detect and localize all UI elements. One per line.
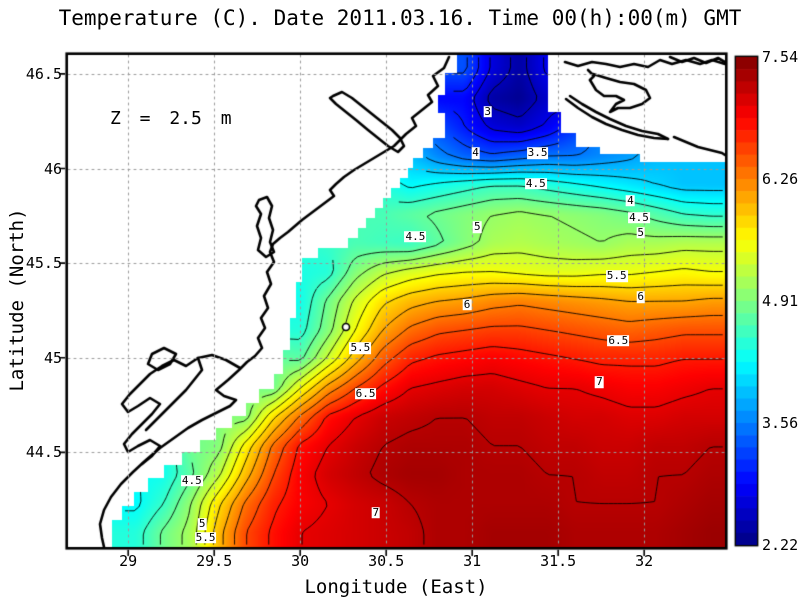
colorbar-tick-label: 6.26 <box>762 170 799 188</box>
colorbar-tick-label: 7.54 <box>762 48 799 66</box>
x-tick-label: 31.5 <box>540 552 577 570</box>
x-tick-label: 30 <box>291 552 310 570</box>
x-axis-label: Longitude (East) <box>304 576 488 598</box>
y-tick-label: 45 <box>43 348 62 367</box>
colorbar-tick-label: 3.56 <box>762 414 799 432</box>
contour-label: 7 <box>371 506 381 520</box>
contour-label: 4 <box>471 146 480 160</box>
contour-label: 7 <box>595 375 604 389</box>
contour-label: 4.5 <box>524 176 547 190</box>
contour-label: 3 <box>483 104 492 118</box>
y-tick-label: 46.5 <box>25 64 62 83</box>
contour-label: 5 <box>473 220 482 234</box>
x-tick-label: 32 <box>635 552 654 570</box>
x-tick-label: 29.5 <box>196 552 233 570</box>
contour-label: 6 <box>462 298 472 312</box>
contour-label: 6 <box>636 290 646 304</box>
contour-label: 4 <box>626 193 635 207</box>
contour-label: 5.5 <box>349 341 372 355</box>
contour-label: 5.5 <box>194 530 217 544</box>
y-tick-label: 46 <box>43 159 62 178</box>
contour-label: 5.5 <box>605 269 628 283</box>
contour-label: 6.5 <box>354 386 377 400</box>
y-tick-label: 45.5 <box>25 254 62 273</box>
contour-label: 6.5 <box>607 333 630 347</box>
contour-label: 4.5 <box>180 473 203 487</box>
contour-label: 4.5 <box>404 229 427 243</box>
contour-label: 5 <box>636 226 646 240</box>
contour-label: 4.5 <box>628 210 650 224</box>
x-tick-label: 29 <box>119 552 138 570</box>
plot-title: Temperature (C). Date 2011.03.16. Time 0… <box>58 6 742 30</box>
colorbar-tick-label: 4.91 <box>762 292 799 310</box>
x-tick-label: 31 <box>463 552 482 570</box>
x-tick-label: 30.5 <box>368 552 405 570</box>
contour-label: 3.5 <box>526 146 549 160</box>
y-tick-label: 44.5 <box>25 443 62 462</box>
depth-annotation: Z = 2.5 m <box>110 108 232 129</box>
colorbar-tick-label: 2.22 <box>762 536 799 554</box>
contour-label: 5 <box>197 517 207 531</box>
